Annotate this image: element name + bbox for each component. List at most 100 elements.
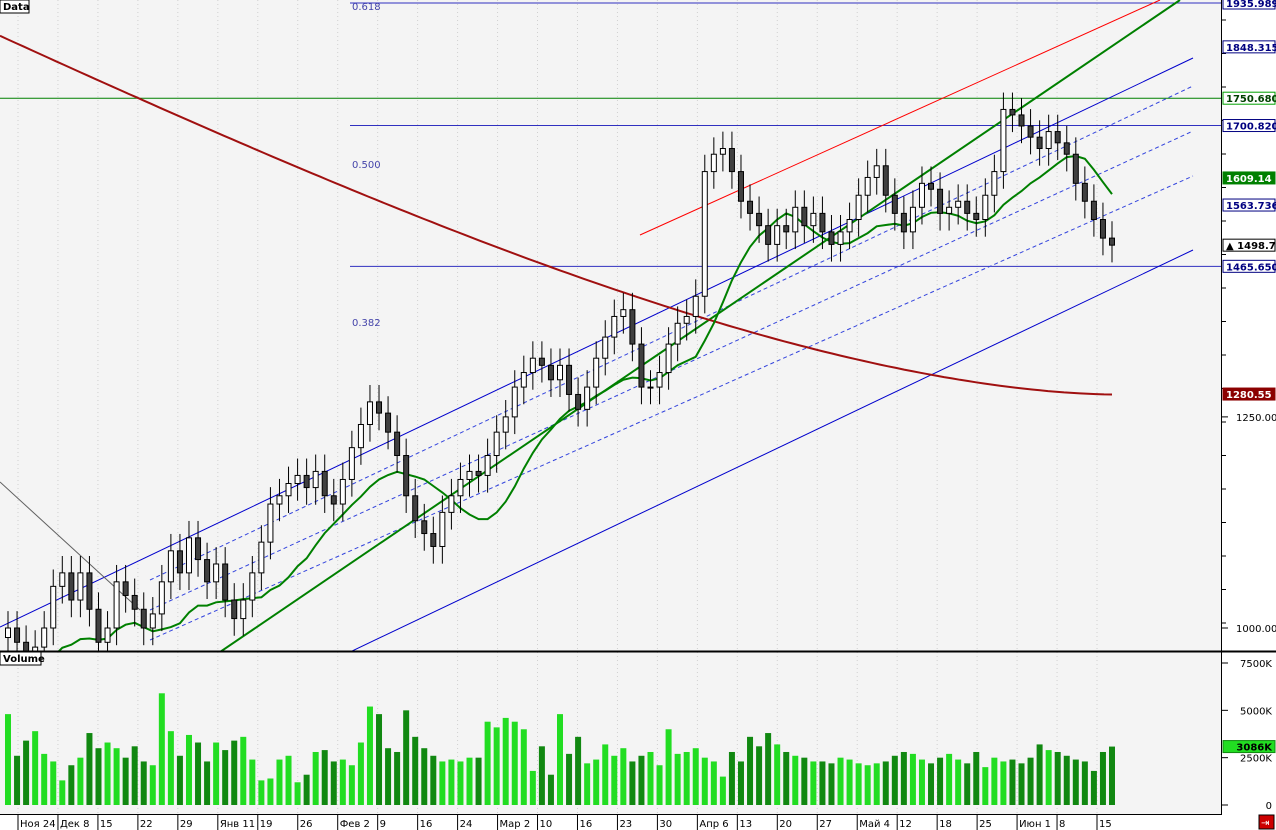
candle-body xyxy=(104,627,111,643)
volume-bar xyxy=(756,746,763,805)
volume-bar xyxy=(95,748,102,805)
candle xyxy=(339,462,346,522)
price-tag-box xyxy=(1222,91,1276,105)
volume-bar xyxy=(1000,761,1007,805)
volume-bar xyxy=(140,761,147,805)
volume-bar xyxy=(855,763,862,805)
price-tag-box xyxy=(1222,259,1276,273)
volume-axis: 7500K 5000K 2500K 0 3086K xyxy=(1222,659,1276,812)
candle-body xyxy=(909,206,916,233)
time-axis-label: 13 xyxy=(739,819,752,830)
time-axis-label: 15 xyxy=(1099,819,1112,830)
volume-bar xyxy=(267,778,274,805)
candle-body xyxy=(547,364,554,381)
candle xyxy=(5,611,11,651)
volume-bar xyxy=(728,751,735,805)
candle xyxy=(611,299,618,355)
volume-bar xyxy=(737,761,744,805)
volume-bar xyxy=(710,761,717,805)
volume-bar xyxy=(973,751,980,805)
volume-bar xyxy=(276,759,283,805)
time-axis-label: 10 xyxy=(540,819,553,830)
candle xyxy=(873,148,880,195)
volume-axis-label: 5000K xyxy=(1240,706,1272,717)
candle-body xyxy=(475,470,482,476)
candle-body xyxy=(412,495,419,522)
candle-body xyxy=(774,225,781,245)
candle-body xyxy=(638,343,645,388)
time-axis-label: 24 xyxy=(460,819,473,830)
volume-bar xyxy=(149,765,156,805)
candle xyxy=(430,516,437,564)
candle-body xyxy=(511,386,518,418)
price-tag-box xyxy=(1222,0,1276,10)
candle-body xyxy=(1045,131,1052,150)
volume-bar xyxy=(828,763,835,805)
candle xyxy=(1027,109,1034,155)
candle-body xyxy=(149,613,156,629)
volume-bars xyxy=(5,693,1115,805)
candle xyxy=(376,384,383,431)
candle xyxy=(547,348,554,397)
volume-bar xyxy=(991,757,998,805)
volume-bar xyxy=(131,746,138,805)
time-axis-label: Ноя 24 xyxy=(20,819,56,830)
time-axis-label: 9 xyxy=(380,819,386,830)
candle-body xyxy=(801,206,808,227)
candle xyxy=(909,190,916,250)
volume-bar xyxy=(792,755,799,805)
candle-body xyxy=(167,550,174,583)
volume-bar xyxy=(964,763,971,805)
volume-bar xyxy=(747,736,754,805)
volume-bar xyxy=(638,755,645,805)
volume-bar xyxy=(1072,759,1079,805)
candle xyxy=(982,178,989,237)
price-panel-title: Data xyxy=(3,2,30,13)
volume-bar xyxy=(448,759,455,805)
volume-bar xyxy=(77,757,84,805)
volume-bar xyxy=(32,731,39,805)
price-tag-label: 1465.6508 xyxy=(1226,262,1276,273)
candle-body xyxy=(819,212,826,233)
volume-bar xyxy=(303,774,310,805)
candle xyxy=(158,564,165,632)
candle-body xyxy=(249,572,256,601)
time-axis-label: Июн 1 xyxy=(1019,819,1051,830)
volume-axis-label: 2500K xyxy=(1240,754,1272,765)
candle xyxy=(792,190,799,250)
corner-button[interactable] xyxy=(1258,814,1275,830)
time-axis-label: 22 xyxy=(140,819,153,830)
candle-body xyxy=(385,412,392,433)
candle-body xyxy=(575,393,582,410)
volume-bar xyxy=(529,770,536,805)
candle-body xyxy=(176,550,183,574)
candle xyxy=(113,564,120,646)
candle xyxy=(955,184,962,225)
price-tag-box xyxy=(1222,119,1276,133)
volume-bar xyxy=(222,750,229,805)
candle-body xyxy=(258,541,265,574)
candle xyxy=(484,438,491,493)
volume-bar xyxy=(629,761,636,805)
volume-bar xyxy=(484,721,491,805)
volume-bar xyxy=(837,757,844,805)
candle-body xyxy=(1036,136,1043,150)
candle xyxy=(882,148,889,213)
candle-body xyxy=(1081,182,1088,202)
candle-body xyxy=(222,563,229,601)
candle xyxy=(1081,166,1088,219)
volume-bar xyxy=(873,763,880,805)
volume-axis-area xyxy=(1222,652,1276,814)
time-axis: Ноя 24 Дек 8 15 22 29 Янв 11 19 26 Фев 2 9 16 24 Мар… xyxy=(17,814,1112,830)
candle xyxy=(692,279,699,334)
candle-body xyxy=(1099,219,1106,239)
volume-bar xyxy=(50,761,57,805)
candle xyxy=(973,196,980,237)
candle-body xyxy=(1054,131,1061,144)
volume-bar xyxy=(502,717,509,805)
price-tag-label: 1848.3150 xyxy=(1226,43,1276,54)
volume-bar xyxy=(113,748,120,805)
candle-body xyxy=(1018,114,1025,127)
volume-bar xyxy=(86,733,93,805)
volume-bar xyxy=(23,740,30,805)
